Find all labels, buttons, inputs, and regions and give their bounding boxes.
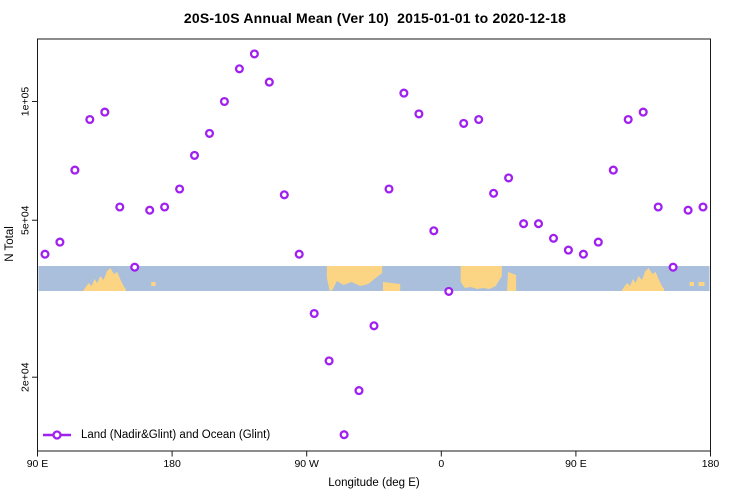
- data-point: [145, 205, 155, 215]
- x-tick-label: 90 E: [565, 458, 587, 470]
- data-point: [55, 237, 65, 247]
- data-point: [608, 165, 618, 175]
- data-point: [354, 386, 364, 396]
- data-point: [533, 219, 544, 229]
- data-point: [384, 184, 394, 194]
- x-tick-label: 90 W: [294, 458, 319, 470]
- data-point: [683, 205, 693, 215]
- chart-title: 20S-10S Annual Mean (Ver 10) 2015-01-01 …: [183, 10, 567, 26]
- data-point: [189, 150, 200, 160]
- data-point: [294, 249, 304, 259]
- data-point: [623, 114, 633, 125]
- legend-label: Land (Nadir&Glint) and Ocean (Glint): [81, 429, 271, 441]
- data-point: [115, 202, 125, 212]
- land-south-america-east: [383, 282, 401, 291]
- data-point: [444, 286, 454, 296]
- land-madagascar: [507, 272, 517, 291]
- data-point: [668, 262, 678, 272]
- land-melanesia-repeat-1: [689, 282, 694, 286]
- data-point: [40, 249, 50, 259]
- data-point: [219, 96, 229, 107]
- x-tick-label: 90 E: [27, 458, 49, 470]
- data-point: [459, 118, 469, 128]
- data-point: [369, 321, 379, 331]
- y-tick-label: 2e+04: [20, 362, 32, 392]
- land-melanesia-islands: [151, 282, 156, 286]
- data-point: [339, 430, 349, 440]
- data-point: [548, 233, 559, 243]
- data-point: [578, 249, 588, 259]
- x-tick-label: 180: [702, 458, 720, 470]
- data-point: [414, 109, 424, 119]
- land-australia: [83, 268, 126, 291]
- land-australia-repeat: [621, 268, 665, 291]
- data-point: [70, 165, 80, 175]
- data-point: [653, 202, 663, 212]
- data-point: [324, 356, 334, 366]
- land-melanesia-repeat-2: [698, 282, 705, 286]
- data-point: [279, 190, 289, 200]
- data-point: [563, 245, 573, 255]
- data-point: [489, 188, 499, 198]
- data-point: [429, 226, 439, 236]
- x-axis-title: Longitude (deg E): [328, 477, 420, 489]
- data-point: [504, 173, 514, 183]
- x-tick-label: 180: [163, 458, 181, 470]
- y-axis-title: N Total: [4, 226, 16, 262]
- data-point: [249, 49, 259, 59]
- legend-marker-icon: [43, 430, 71, 440]
- legend: Land (Nadir&Glint) and Ocean (Glint): [42, 428, 270, 442]
- land-south-america: [326, 266, 383, 291]
- data-point: [638, 107, 648, 117]
- data-point: [474, 114, 484, 125]
- data-point: [234, 64, 244, 74]
- data-point: [698, 202, 708, 212]
- data-point: [204, 128, 215, 138]
- y-tick-label: 1e+05: [20, 87, 32, 117]
- data-point: [519, 219, 529, 229]
- plot-box: [37, 38, 711, 452]
- x-tick-label: 0: [438, 458, 444, 470]
- data-point: [399, 88, 409, 98]
- data-point: [593, 237, 603, 247]
- land-africa: [460, 266, 502, 289]
- data-point: [309, 308, 319, 319]
- data-point: [100, 107, 110, 117]
- data-point: [130, 262, 140, 272]
- data-point: [175, 184, 185, 194]
- data-point: [160, 202, 170, 212]
- data-point: [264, 77, 274, 87]
- y-tick-label: 5e+04: [20, 205, 32, 235]
- data-point: [85, 114, 95, 125]
